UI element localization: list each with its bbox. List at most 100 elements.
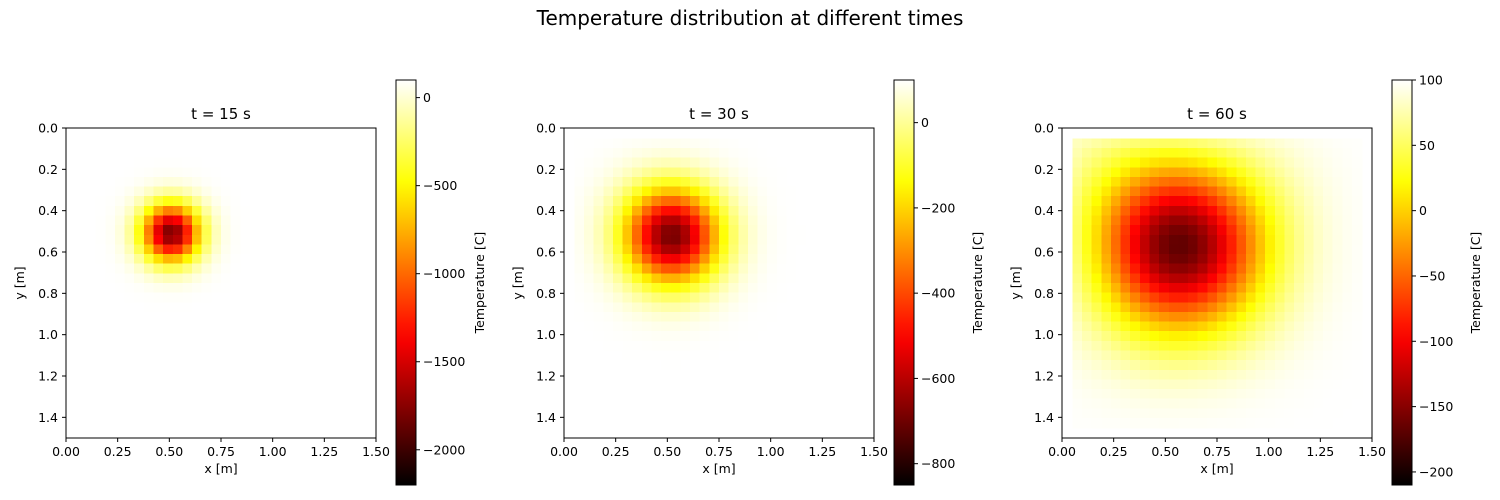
heatmap-cell xyxy=(1072,302,1083,313)
heatmap-cell xyxy=(670,138,682,149)
heatmap-cell xyxy=(1245,360,1257,371)
heatmap-cell xyxy=(1303,138,1315,149)
heatmap-cell xyxy=(1255,273,1266,284)
heatmap-cell xyxy=(1149,234,1160,246)
heatmap-cell xyxy=(1120,186,1131,197)
heatmap-cell xyxy=(661,350,672,361)
heatmap-cell xyxy=(1294,360,1305,371)
heatmap-cell xyxy=(1284,292,1295,303)
heatmap-cell xyxy=(1352,398,1363,409)
heatmap-cell xyxy=(641,167,653,178)
heatmap-cell xyxy=(114,225,126,236)
heatmap-cell xyxy=(143,408,155,419)
heatmap-cell xyxy=(747,196,759,207)
heatmap-cell xyxy=(1226,350,1237,361)
heatmap-cell xyxy=(249,292,261,303)
heatmap-cell xyxy=(1303,176,1315,188)
heatmap-cell xyxy=(632,176,643,188)
x-tick-label: 1.00 xyxy=(259,444,287,459)
heatmap-cell xyxy=(728,273,739,284)
heatmap-cell xyxy=(632,350,643,361)
heatmap-cell xyxy=(230,157,241,168)
heatmap-cell xyxy=(85,273,97,284)
heatmap-cell xyxy=(583,398,595,409)
heatmap-cell xyxy=(1313,398,1324,409)
heatmap-cell xyxy=(583,302,595,313)
heatmap-cell xyxy=(1294,302,1305,313)
heatmap-cell xyxy=(1168,311,1180,323)
heatmap-cell xyxy=(356,340,367,352)
heatmap-cell xyxy=(1101,350,1112,361)
heatmap-cell xyxy=(201,331,212,342)
heatmap-cell xyxy=(603,302,614,313)
heatmap-cell xyxy=(1226,176,1237,188)
heatmap-cell xyxy=(192,254,203,265)
heatmap-cell xyxy=(85,331,97,342)
y-tick-label: 0.4 xyxy=(1034,203,1054,218)
heatmap-cell xyxy=(221,331,232,342)
heatmap-cell xyxy=(221,254,232,265)
heatmap-cell xyxy=(230,389,241,400)
heatmap-cell xyxy=(153,292,164,303)
heatmap-cell xyxy=(757,379,768,390)
heatmap-cell xyxy=(796,167,807,178)
heatmap-cell xyxy=(327,273,338,284)
heatmap-cell xyxy=(690,302,701,313)
heatmap-cell xyxy=(143,360,155,371)
heatmap-panel-2: t = 30 s0.00 0.25 0.50 0.75 1.00 1.25 1.500.00… xyxy=(510,79,985,486)
heatmap-cell xyxy=(1207,273,1218,284)
heatmap-cell xyxy=(844,157,855,168)
heatmap-cell xyxy=(670,369,682,381)
heatmap-cell xyxy=(85,350,97,361)
heatmap-cell xyxy=(728,302,739,313)
heatmap-cell xyxy=(278,263,290,274)
heatmap-cell xyxy=(153,254,164,265)
heatmap-cell xyxy=(661,215,672,226)
heatmap-cell xyxy=(1149,408,1160,419)
heatmap-cell xyxy=(786,350,797,361)
heatmap-cell xyxy=(327,254,338,265)
heatmap-cell xyxy=(612,176,624,188)
heatmap-cell xyxy=(1101,205,1112,217)
heatmap-cell xyxy=(1323,360,1334,371)
heatmap-cell xyxy=(1149,205,1160,217)
heatmap-cell xyxy=(1226,254,1237,265)
heatmap-cell xyxy=(211,331,222,342)
heatmap-cell xyxy=(574,244,585,255)
heatmap-cell xyxy=(738,360,749,371)
heatmap-cell xyxy=(230,234,241,246)
heatmap-cell xyxy=(1197,369,1208,381)
heatmap-cell xyxy=(719,234,730,246)
heatmap-cell xyxy=(1323,234,1334,246)
heatmap-cell xyxy=(105,157,116,168)
heatmap-cell xyxy=(1217,147,1228,159)
heatmap-cell xyxy=(1188,244,1199,255)
heatmap-cell xyxy=(85,186,97,197)
heatmap-cell xyxy=(738,225,749,236)
heatmap-cell xyxy=(796,398,807,409)
heatmap-cell xyxy=(690,340,701,352)
heatmap-cell xyxy=(1197,389,1208,400)
heatmap-cell xyxy=(574,283,585,294)
heatmap-cell xyxy=(1072,389,1083,400)
heatmap-cell xyxy=(767,147,778,159)
heatmap-cell xyxy=(612,263,624,274)
heatmap-cell xyxy=(134,340,145,352)
heatmap-cell xyxy=(356,331,367,342)
heatmap-cell xyxy=(1352,138,1363,149)
heatmap-cell xyxy=(632,205,643,217)
heatmap-cell xyxy=(192,263,203,274)
heatmap-cell xyxy=(240,360,251,371)
heatmap-cell xyxy=(240,350,251,361)
heatmap-cell xyxy=(1274,369,1286,381)
heatmap-cell xyxy=(1207,186,1218,197)
heatmap-cell xyxy=(85,360,97,371)
heatmap-cell xyxy=(124,263,135,274)
heatmap-cell xyxy=(1323,283,1334,294)
heatmap-cell xyxy=(1207,215,1218,226)
heatmap-cell xyxy=(221,360,232,371)
heatmap-cell xyxy=(1159,205,1170,217)
heatmap-cell xyxy=(612,254,624,265)
heatmap-cell xyxy=(603,215,614,226)
heatmap-cell xyxy=(776,215,788,226)
